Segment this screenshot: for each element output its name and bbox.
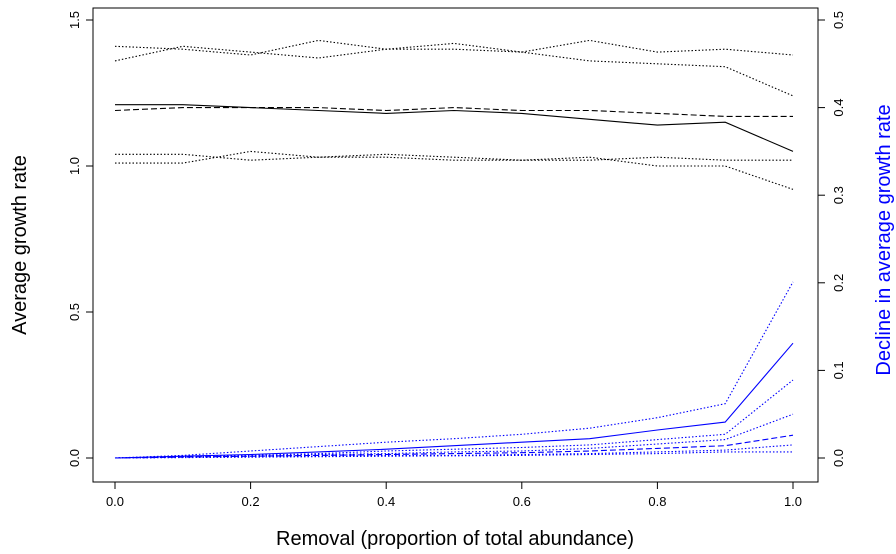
x-tick-label: 0.4: [377, 494, 395, 509]
x-tick-label: 0.8: [648, 494, 666, 509]
left-series-line-6: [115, 150, 794, 190]
x-tick-label: 1.0: [784, 494, 802, 509]
plot-frame: [92, 7, 819, 483]
right-series-group: [114, 281, 794, 459]
left-series-line-2: [114, 42, 794, 97]
y-axis-left: 0.0 0.5 1.0 1.5: [67, 11, 94, 467]
left-series-line-1: [114, 39, 794, 56]
y-left-tick-label: 0.5: [67, 303, 82, 321]
left-series-line-4: [114, 107, 793, 117]
left-series-group: [114, 39, 794, 190]
y-left-tick-label: 1.5: [67, 11, 82, 29]
x-tick-label: 0.2: [242, 494, 260, 509]
left-series-line-3: [115, 104, 794, 152]
y-axis-right: 0.0 0.1 0.2 0.3 0.4 0.5: [817, 11, 846, 467]
y-right-tick-label: 0.2: [831, 274, 846, 292]
y-right-tick-label: 0.4: [831, 99, 846, 117]
y-axis-right-title: Decline in average growth rate: [873, 104, 895, 375]
right-series-line-5: [114, 434, 794, 459]
y-left-tick-label: 0.0: [67, 449, 82, 467]
right-series-line-3: [114, 379, 794, 459]
x-tick-label: 0.0: [106, 494, 124, 509]
right-series-line-1: [114, 281, 794, 459]
y-right-tick-label: 0.0: [831, 449, 846, 467]
y-left-tick-label: 1.0: [67, 157, 82, 175]
y-right-tick-label: 0.3: [831, 186, 846, 204]
right-series-line-2: [114, 342, 794, 459]
x-axis-title: Removal (proportion of total abundance): [276, 528, 634, 550]
x-axis: 0.0 0.2 0.4 0.6 0.8 1.0: [106, 481, 802, 509]
right-series-line-4: [114, 413, 794, 459]
y-axis-left-title: Average growth rate: [9, 155, 31, 335]
y-right-tick-label: 0.1: [831, 361, 846, 379]
left-series-line-5: [115, 153, 793, 161]
right-series-line-7: [114, 451, 793, 459]
x-tick-label: 0.6: [513, 494, 531, 509]
y-right-tick-label: 0.5: [831, 11, 846, 29]
